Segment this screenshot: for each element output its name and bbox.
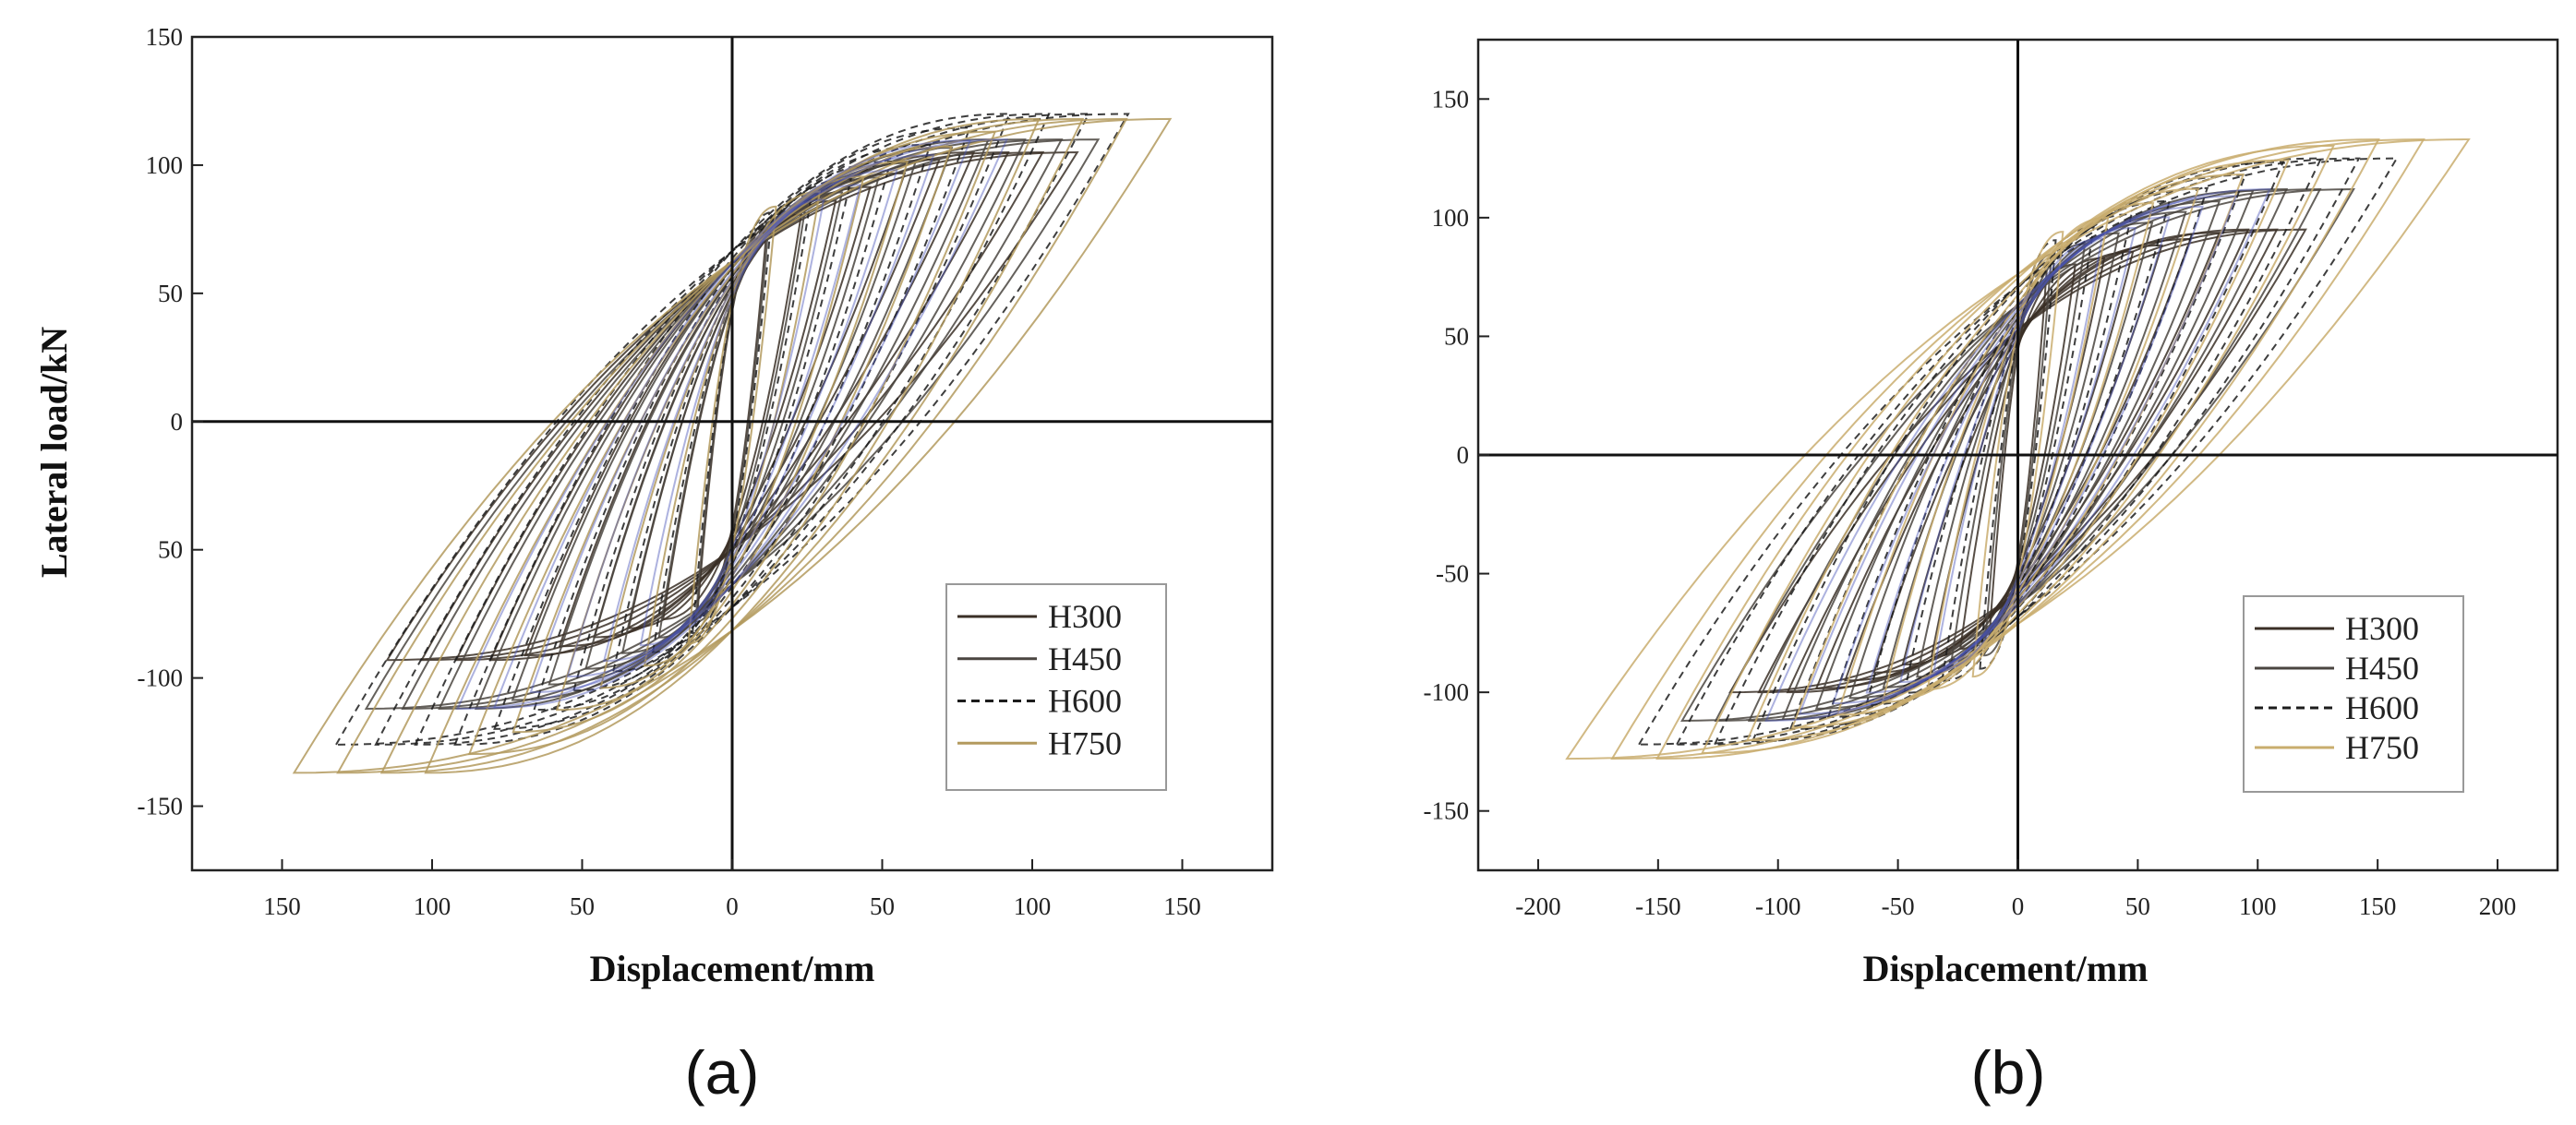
hysteresis-loop <box>1655 138 2380 760</box>
hysteresis-loop <box>1745 159 2291 742</box>
series-h750 <box>1565 138 2471 760</box>
x-tick-label: -200 <box>1515 892 1561 920</box>
y-tick-label: -100 <box>138 664 184 692</box>
x-tick-label: -150 <box>1635 892 1681 920</box>
hysteresis-loop <box>292 117 1173 774</box>
y-tick-label: 50 <box>1444 322 1469 350</box>
hysteresis-loop <box>364 138 1101 711</box>
x-tick-label: 50 <box>570 892 595 920</box>
hysteresis-loop <box>1826 186 2209 718</box>
legend: H300 H450 H600 H750 <box>945 583 1167 791</box>
legend-label: H750 <box>1048 724 1122 761</box>
y-tick-label: 50 <box>158 280 183 307</box>
inner-loop <box>1865 216 2171 694</box>
legend-label: H450 <box>1048 640 1122 677</box>
y-tick-label: -150 <box>138 793 184 820</box>
x-tick-label: 200 <box>2479 892 2517 920</box>
x-tick-label: 100 <box>2239 892 2277 920</box>
hysteresis-loop <box>1713 157 2323 746</box>
series-group <box>1565 138 2471 760</box>
hysteresis-loop <box>488 150 976 662</box>
y-tick-label: -50 <box>1436 560 1469 588</box>
legend-label: H750 <box>2345 729 2419 766</box>
inner-loop <box>602 184 862 663</box>
inner-loop-shading <box>1764 187 2271 723</box>
hysteresis-loop <box>512 145 953 734</box>
y-tick-label: 100 <box>146 151 184 179</box>
y-tick-label: -100 <box>1424 678 1470 706</box>
x-tick-label: 0 <box>2012 892 2025 920</box>
y-axis-label: Lateral load/kN <box>33 327 75 578</box>
hysteresis-loop <box>379 117 1085 774</box>
x-tick-label: 150 <box>1163 892 1201 920</box>
hysteresis-loop <box>1675 157 2361 746</box>
hysteresis-loop <box>454 150 1010 662</box>
panel-label: (b) <box>1971 1038 2046 1107</box>
y-tick-label: 150 <box>1432 85 1470 113</box>
hysteresis-loop <box>657 206 807 639</box>
series-h750 <box>292 117 1173 774</box>
x-tick-label: 150 <box>2359 892 2397 920</box>
panel-label: (a) <box>685 1038 760 1107</box>
y-tick-label: 100 <box>1432 204 1470 232</box>
hysteresis-loop <box>1565 138 2471 760</box>
x-tick-label: -50 <box>1882 892 1915 920</box>
legend-label: H600 <box>2345 689 2419 726</box>
inner-loop <box>1898 226 2137 684</box>
y-tick-label: 150 <box>146 23 184 51</box>
legend-label: H450 <box>2345 650 2419 687</box>
hysteresis-loop <box>1979 239 2057 670</box>
series-group <box>292 113 1173 774</box>
hysteresis-loop <box>555 161 909 712</box>
y-tick-label: -150 <box>1424 797 1470 825</box>
legend-label: H600 <box>1048 683 1122 720</box>
inner-loop-shading <box>456 138 1008 711</box>
chart-panel-b: -200 -150 -100 -50 0 50 100 150 200 150 100 50 0 -50 -… <box>1424 38 2559 1107</box>
hysteresis-loop <box>692 210 773 634</box>
hysteresis-loop <box>1701 144 2335 755</box>
legend-box <box>945 583 1167 791</box>
legend-label: H300 <box>1048 598 1122 635</box>
y-tick-label: 50 <box>158 536 183 564</box>
hysteresis-loop <box>1680 187 2355 723</box>
x-tick-label: 100 <box>1014 892 1052 920</box>
inner-loop <box>1764 187 2271 723</box>
hysteresis-loop <box>424 117 1041 774</box>
legend-label: H300 <box>2345 610 2419 647</box>
hysteresis-loop <box>687 205 777 645</box>
x-axis-label: Displacement/mm <box>1863 948 2149 989</box>
chart-panel-a: 150 100 50 0 50 100 150 150 100 50 0 50 -100 -150 Disp… <box>33 23 1274 1107</box>
y-tick-label: 0 <box>171 408 184 436</box>
inner-loop <box>639 198 825 647</box>
x-tick-label: 0 <box>726 892 739 920</box>
hysteresis-loop <box>533 143 932 712</box>
x-tick-label: -100 <box>1755 892 1801 920</box>
x-tick-label: 50 <box>2125 892 2150 920</box>
hysteresis-loop <box>385 150 1079 662</box>
inner-loop <box>529 154 935 694</box>
hysteresis-loop <box>652 194 813 653</box>
x-tick-label: 50 <box>870 892 895 920</box>
inner-loop <box>1932 237 2103 673</box>
x-tick-label: 100 <box>414 892 451 920</box>
hysteresis-loop <box>438 138 1027 711</box>
inner-loop <box>1832 205 2204 705</box>
y-tick-label: 0 <box>1457 441 1470 469</box>
inner-loop <box>456 138 1008 711</box>
hysteresis-loop <box>612 177 852 673</box>
inner-loop <box>492 139 972 710</box>
x-tick-label: 150 <box>263 892 301 920</box>
inner-loop <box>566 169 898 678</box>
x-axis-label: Displacement/mm <box>590 948 875 989</box>
hysteresis-loop <box>1637 157 2399 746</box>
inner-loop <box>1798 195 2238 715</box>
